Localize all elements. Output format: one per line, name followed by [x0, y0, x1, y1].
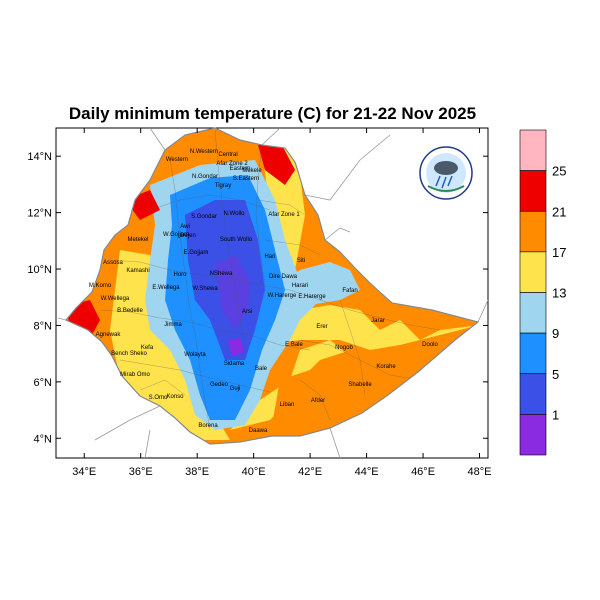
x-tick-label: 42°E [298, 466, 322, 478]
region-label: Kamashi [126, 268, 149, 274]
region-label: Awi [180, 224, 190, 230]
region-label: Guji [230, 386, 241, 392]
region-label: Eastern [230, 166, 251, 172]
colorbar-label: 17 [552, 245, 566, 260]
y-tick-label: 4°N [34, 433, 53, 445]
x-tick-label: 40°E [242, 466, 266, 478]
region-label: Liban [280, 402, 295, 408]
region-label: Konso [166, 394, 184, 400]
colorbar-segment [519, 129, 547, 171]
region-label: Dire Dawa [269, 274, 298, 280]
y-tick-label: 12°N [27, 208, 52, 220]
region-label: M.Komo [89, 283, 112, 289]
y-tick-label: 6°N [34, 377, 53, 389]
colorbar-segment [519, 251, 547, 293]
region-label: E.Bale [285, 342, 303, 348]
colorbar-segment [519, 210, 547, 253]
region-label: S.Omo [149, 395, 168, 401]
region-label: Mekele [242, 168, 262, 174]
region-label: Borena [198, 423, 218, 429]
region-label: Central [218, 152, 237, 158]
region-label: E.Gojjam [184, 250, 209, 256]
colorbar-label: 9 [552, 326, 559, 341]
colorbar-label: 5 [552, 367, 559, 382]
region-label: Hari [264, 254, 275, 260]
x-tick-label: 46°E [411, 466, 435, 478]
region-label: Kefa [141, 345, 154, 351]
colorbar-segment [519, 292, 547, 334]
region-label: Jarar [371, 318, 385, 324]
region-label: South Wollo [220, 237, 253, 243]
region-label: N.Western [190, 149, 218, 155]
region-label: Dejen [180, 233, 196, 239]
colorbar-segment [519, 414, 547, 456]
y-axis: 14°N 12°N 10°N 8°N 6°N 4°N [27, 151, 488, 445]
region-label: Western [166, 157, 188, 163]
region-label: W.Shewa [192, 286, 218, 292]
region-label: Afar Zone 2 [216, 161, 248, 167]
region-label: N.Wollo [224, 211, 246, 217]
region-label: Shabelle [348, 382, 372, 388]
y-tick-label: 14°N [27, 151, 52, 163]
x-tick-label: 38°E [185, 466, 209, 478]
region-label: Erer [316, 324, 327, 330]
x-tick-label: 48°E [468, 466, 492, 478]
region-label: Tigray [215, 183, 231, 189]
region-label: Nogob [335, 345, 353, 351]
region-label: Bench Sheko [111, 351, 147, 357]
region-label: Assosa [103, 260, 123, 266]
region-label: W.Harerge [268, 293, 297, 299]
region-label: S.Gondar [191, 214, 217, 220]
region-label: E.Wellega [152, 285, 180, 291]
institute-logo [419, 146, 473, 200]
region-label: N.Gondar [192, 174, 218, 180]
region-label: Mirab Omo [120, 372, 150, 378]
colorbar-label: 25 [552, 164, 566, 179]
region-label: Bale [255, 366, 268, 372]
region-label: W.Gojjam [163, 232, 189, 238]
region-label: Doolo [422, 342, 438, 348]
rain-icon [435, 175, 453, 189]
region-label: Fafan [342, 288, 357, 294]
cloud-icon [434, 161, 458, 175]
region-label: Gedeo [210, 382, 229, 388]
region-label: Metekel [127, 237, 148, 243]
region-label: Siti [297, 258, 305, 264]
neighbor-borders [57, 127, 489, 459]
y-tick-label: 8°N [34, 320, 53, 332]
region-label: W.Wellega [101, 296, 130, 302]
x-axis: 34°E 36°E 38°E 40°E 42°E 44°E 46°E 48°E [72, 128, 492, 478]
region-label: Wolayta [184, 352, 206, 358]
colorbar-segment [519, 332, 547, 375]
region-label: NShewa [210, 271, 233, 277]
colorbar-segment [519, 373, 547, 415]
x-tick-label: 36°E [129, 466, 153, 478]
region-label: Agnewak [96, 332, 122, 338]
colorbar: 25 21 17 13 9 5 1 [519, 129, 566, 456]
region-label: Daawa [249, 428, 268, 434]
colorbar-label: 1 [552, 407, 559, 422]
zone-borders [99, 129, 441, 431]
y-tick-label: 10°N [27, 264, 52, 276]
colorbar-segment [519, 170, 547, 212]
region-label: Arsi [242, 309, 252, 315]
region-label: E.Harerge [298, 294, 326, 300]
region-label: Afder [311, 398, 325, 404]
x-tick-label: 44°E [355, 466, 379, 478]
map-title: Daily minimum temperature (C) for 21-22 … [68, 104, 477, 123]
colorbar-label: 21 [552, 204, 566, 219]
region-label: Harari [292, 283, 308, 289]
region-label: Sidama [224, 361, 245, 367]
region-label: Horo [173, 272, 187, 278]
x-tick-label: 34°E [72, 466, 96, 478]
region-label: Afar Zone 1 [268, 212, 300, 218]
colorbar-label: 13 [552, 286, 566, 301]
region-label: S.Eastern [233, 176, 259, 182]
region-label: Korahe [376, 364, 396, 370]
region-label: B.Bedelle [117, 308, 143, 314]
region-label: Jimma [164, 322, 182, 328]
